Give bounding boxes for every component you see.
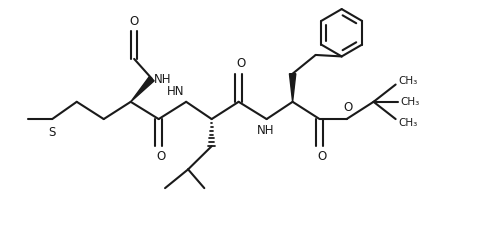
Text: O: O [237, 57, 246, 70]
Text: O: O [156, 150, 166, 163]
Text: O: O [317, 150, 327, 163]
Text: CH₃: CH₃ [398, 118, 417, 127]
Text: HN: HN [167, 85, 184, 98]
Polygon shape [289, 74, 296, 102]
Text: NH: NH [257, 124, 275, 137]
Polygon shape [131, 76, 154, 102]
Text: S: S [49, 126, 56, 139]
Text: CH₃: CH₃ [398, 76, 417, 86]
Text: O: O [343, 101, 352, 114]
Text: NH: NH [154, 73, 171, 86]
Text: O: O [129, 15, 139, 28]
Text: CH₃: CH₃ [400, 97, 420, 107]
